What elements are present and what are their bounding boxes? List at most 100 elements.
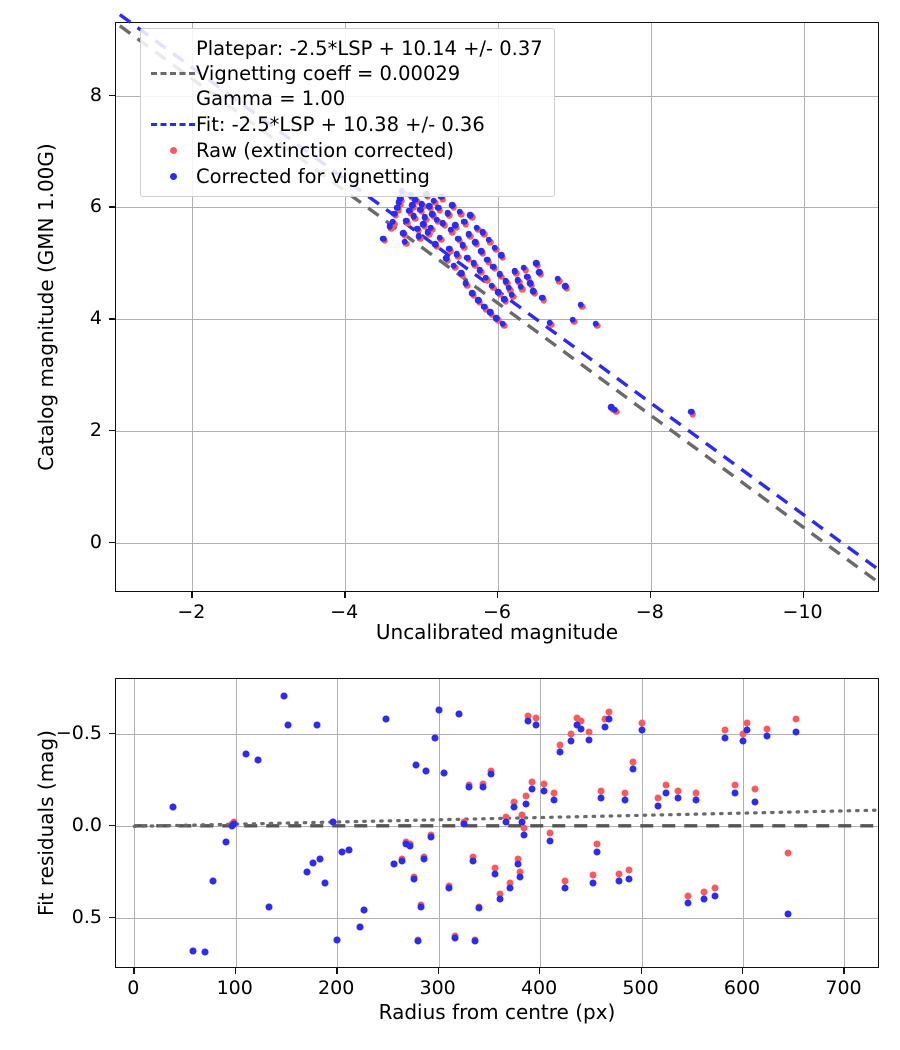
data-point-blue: [406, 207, 413, 214]
legend-entry-platepar: Platepar: -2.5*LSP + 10.14 +/- 0.37 Vign…: [150, 36, 543, 111]
data-point-blue: [561, 884, 569, 892]
data-point-red: [692, 789, 700, 797]
data-point-blue: [450, 262, 457, 269]
x-tick-label: 500: [622, 977, 659, 999]
data-point-blue: [280, 692, 288, 700]
data-point-blue: [511, 267, 519, 275]
data-point-red: [528, 778, 536, 786]
data-point-blue: [436, 234, 444, 241]
x-tick-label: −2: [177, 601, 206, 623]
data-point-blue: [517, 283, 525, 290]
data-point-blue: [556, 748, 564, 756]
data-point-blue: [435, 204, 442, 212]
data-point-blue: [593, 848, 601, 856]
data-point-blue: [338, 848, 346, 856]
gridline-vertical: [641, 679, 643, 967]
data-point-red: [638, 719, 646, 727]
data-point-blue: [484, 256, 491, 264]
data-point-blue: [510, 803, 518, 811]
data-point-red: [593, 840, 601, 848]
data-point-blue: [674, 794, 682, 802]
gridline-vertical: [803, 23, 805, 591]
data-point-blue: [487, 770, 495, 778]
gridline-horizontal: [116, 734, 878, 736]
legend-label-raw: Raw (extinction corrected): [196, 138, 454, 162]
data-point-red: [601, 715, 609, 723]
gridline-horizontal: [116, 542, 878, 544]
data-point-red: [522, 792, 530, 800]
data-point-blue: [265, 903, 273, 911]
data-point-blue: [447, 226, 454, 233]
data-point-blue: [420, 855, 428, 863]
x-tick: [336, 968, 338, 974]
data-point-blue: [356, 923, 363, 931]
data-point-blue: [480, 303, 488, 311]
data-point-blue: [546, 837, 554, 845]
y-tick: [109, 916, 115, 918]
data-point-blue: [230, 820, 238, 828]
data-point-blue: [461, 218, 468, 226]
data-point-blue: [406, 842, 414, 850]
x-tick: [497, 592, 499, 598]
data-point-blue: [546, 319, 554, 326]
legend-label-gamma: Gamma = 1.00: [196, 87, 346, 110]
data-point-blue: [169, 803, 177, 811]
data-point-red: [721, 726, 729, 734]
data-point-red: [510, 798, 518, 806]
data-point-blue: [561, 282, 569, 290]
gridline-vertical: [650, 23, 652, 591]
data-point-blue: [209, 877, 217, 885]
y-tick: [109, 824, 115, 827]
data-point-blue: [721, 734, 729, 742]
data-point-blue: [526, 280, 534, 287]
data-point-red: [540, 780, 548, 788]
x-tick-label: −8: [635, 601, 664, 623]
data-point-blue: [615, 877, 623, 885]
data-point-red: [577, 717, 585, 725]
data-point-blue: [417, 903, 425, 911]
data-point-blue: [345, 846, 353, 854]
data-point-blue: [421, 214, 428, 221]
data-point-blue: [462, 280, 470, 287]
data-point-blue: [425, 203, 433, 210]
data-point-blue: [458, 270, 465, 277]
data-point-blue: [539, 294, 546, 302]
data-point-blue: [739, 737, 747, 745]
data-point-blue: [467, 211, 474, 219]
data-point-blue: [488, 282, 496, 289]
data-point-blue: [607, 404, 615, 411]
gridline-vertical: [743, 679, 745, 967]
data-point-blue: [550, 796, 558, 804]
data-point-blue: [415, 233, 422, 240]
data-point-blue: [303, 868, 311, 876]
data-point-blue: [439, 219, 447, 227]
data-point-blue: [316, 855, 324, 863]
data-point-blue: [448, 201, 456, 209]
bottom-scatter-points: [116, 679, 878, 967]
data-point-red: [520, 824, 528, 832]
data-point-blue: [494, 289, 502, 296]
data-point-blue: [474, 296, 482, 304]
data-point-blue: [401, 238, 409, 245]
data-point-red: [518, 811, 526, 819]
data-point-blue: [403, 217, 410, 225]
data-point-blue: [518, 818, 526, 826]
data-point-red: [739, 730, 747, 738]
data-point-blue: [429, 210, 436, 218]
dashed-gray-line-icon: [150, 72, 196, 75]
data-point-blue: [424, 228, 431, 236]
data-point-blue: [529, 287, 537, 295]
data-point-blue: [496, 271, 503, 278]
legend: Platepar: -2.5*LSP + 10.14 +/- 0.37 Vign…: [140, 28, 555, 197]
data-point-blue: [400, 229, 407, 237]
data-point-red: [550, 789, 558, 797]
gridline-horizontal: [116, 917, 878, 919]
data-point-blue: [427, 224, 435, 231]
data-point-blue: [471, 937, 479, 945]
data-point-blue: [451, 934, 459, 942]
data-point-red: [711, 884, 719, 892]
legend-label-platepar: Platepar: -2.5*LSP + 10.14 +/- 0.37: [196, 37, 543, 60]
gridline-vertical: [844, 679, 846, 967]
y-tick: [109, 94, 115, 97]
y-tick-label: 2: [89, 418, 102, 441]
